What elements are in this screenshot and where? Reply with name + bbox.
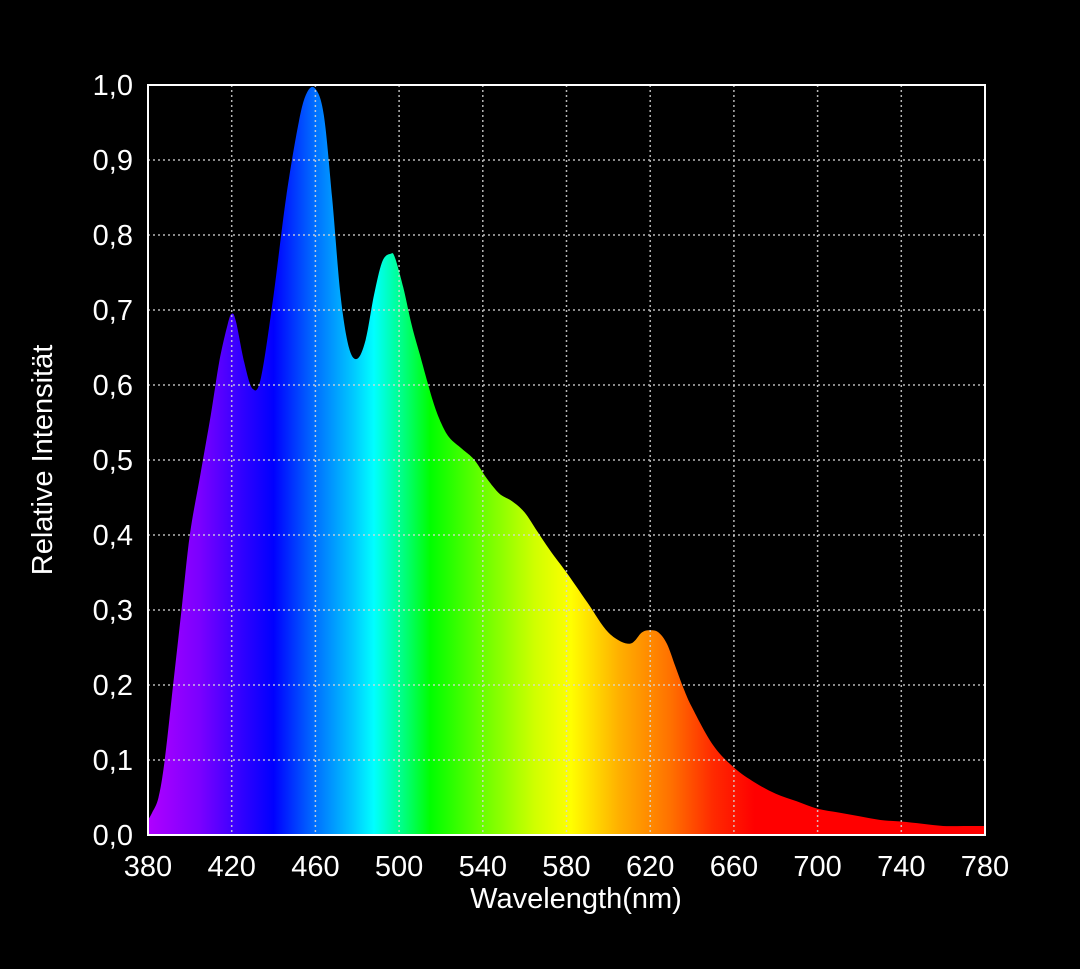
x-tick-label: 620 [626,851,674,883]
y-tick-label: 0,4 [93,520,133,552]
x-tick-label: 780 [961,851,1009,883]
y-tick-label: 1,0 [93,70,133,102]
spectrum-area [148,86,985,835]
x-tick-label: 580 [542,851,590,883]
grid [148,85,985,835]
y-tick-label: 0,1 [93,745,133,777]
y-tick-label: 0,0 [93,820,133,852]
x-axis-title: Wavelength(nm) [470,883,682,915]
y-tick-labels: 0,0 0,1 0,2 0,3 0,4 0,5 0,6 0,7 0,8 0,9 1,0 [93,70,133,852]
y-tick-label: 0,3 [93,595,133,627]
x-tick-label: 700 [793,851,841,883]
x-tick-label: 540 [459,851,507,883]
y-tick-label: 0,9 [93,145,133,177]
y-axis-title: Relative Intensität [27,345,59,576]
x-tick-label: 660 [710,851,758,883]
x-tick-label: 740 [877,851,925,883]
y-tick-label: 0,7 [93,295,133,327]
x-tick-label: 380 [124,851,172,883]
x-tick-labels: 380 420 460 500 540 580 620 660 700 740 780 [124,851,1009,883]
x-tick-label: 500 [375,851,423,883]
y-tick-label: 0,8 [93,220,133,252]
y-tick-label: 0,2 [93,670,133,702]
x-tick-label: 420 [208,851,256,883]
y-tick-label: 0,5 [93,445,133,477]
plot-frame [147,84,986,836]
x-tick-label: 460 [291,851,339,883]
y-tick-label: 0,6 [93,370,133,402]
